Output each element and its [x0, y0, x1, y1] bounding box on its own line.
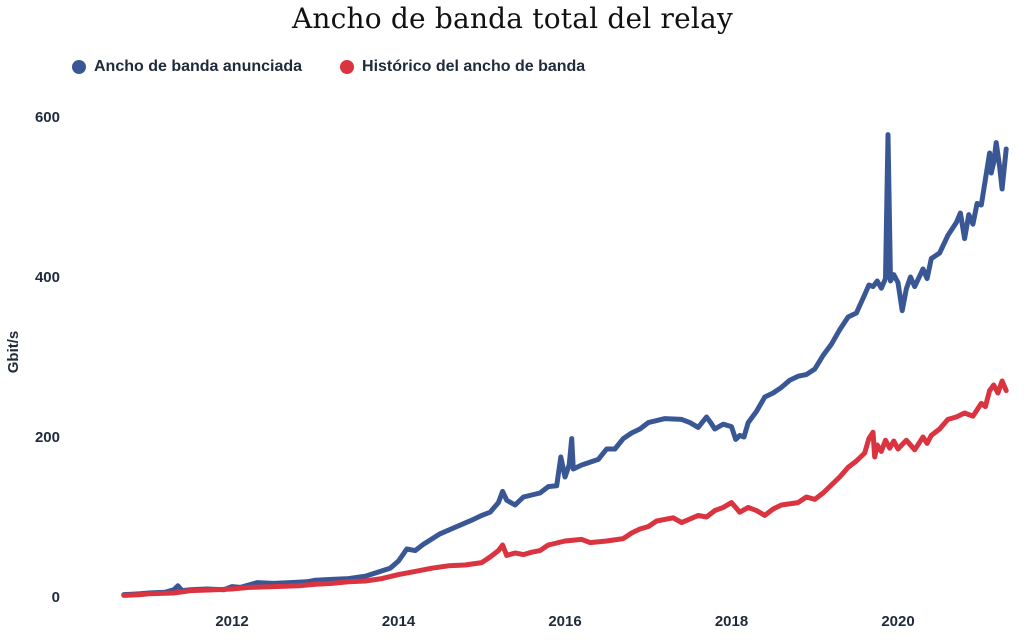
y-tick-label: 600: [35, 109, 60, 126]
legend-marker-advertised: [72, 60, 86, 74]
x-tick-label: 2018: [715, 613, 748, 630]
y-ticks: 0 200 400 600: [35, 109, 60, 606]
series-lines: [121, 132, 1009, 598]
y-tick-label: 200: [35, 429, 60, 446]
legend-label-history: Histórico del ancho de banda: [362, 58, 586, 75]
legend: Ancho de banda anunciada Histórico del a…: [72, 58, 623, 76]
series-line-advertised: [121, 132, 1009, 598]
y-tick-label: 0: [52, 589, 60, 606]
chart-title: Ancho de banda total del relay: [292, 2, 733, 35]
x-tick-label: 2014: [382, 613, 416, 630]
legend-item-history: Histórico del ancho de banda: [340, 58, 585, 76]
legend-item-advertised: Ancho de banda anunciada: [72, 58, 302, 76]
y-tick-label: 400: [35, 269, 60, 286]
x-ticks: 2012 2014 2016 2018 2020: [215, 613, 914, 630]
x-tick-label: 2016: [548, 613, 581, 630]
legend-label-advertised: Ancho de banda anunciada: [94, 58, 303, 75]
series-line-history: [121, 378, 1009, 598]
legend-marker-history: [340, 60, 355, 74]
x-tick-label: 2020: [881, 613, 914, 630]
y-axis-label-group: Gbit/s: [5, 331, 22, 374]
x-tick-label: 2012: [215, 613, 248, 630]
y-axis-label: Gbit/s: [5, 331, 22, 374]
